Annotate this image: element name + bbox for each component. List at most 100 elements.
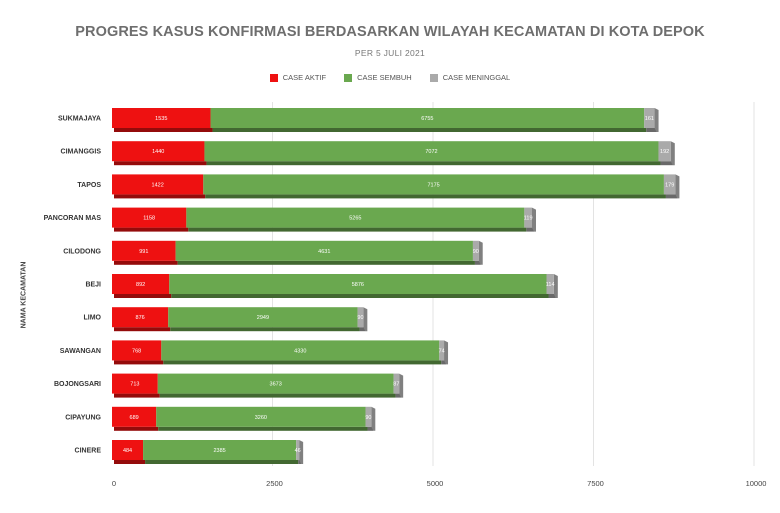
bar-beji-case-sembuh xyxy=(169,274,547,294)
x-tick-label-0: 0 xyxy=(112,479,116,488)
legend-item-case-aktif: CASE AKTIF xyxy=(269,73,327,82)
bar-limo-case-aktif-shade xyxy=(114,327,171,332)
bar-sukmajaya-case-aktif-label: 1535 xyxy=(155,116,167,122)
bar-cimanggis-case-meninggal-label: 192 xyxy=(660,149,669,155)
bar-pancoran-mas-case-meninggal-label: 119 xyxy=(524,216,533,222)
bar-limo-case-sembuh-shade xyxy=(170,327,360,332)
bar-limo-case-sembuh xyxy=(168,307,358,328)
category-label-limo: LIMO xyxy=(84,315,102,322)
category-label-pancoran-mas: PANCORAN MAS xyxy=(44,215,102,222)
bar-cipayung-case-meninggal-label: 90 xyxy=(365,415,371,421)
bar-cinere-case-meninggal xyxy=(296,440,300,460)
legend-swatch-case-aktif xyxy=(269,73,278,82)
bar-cimanggis-case-meninggal-shade xyxy=(660,161,673,166)
legend-item-case-sembuh: CASE SEMBUH xyxy=(344,73,412,82)
bar-limo-case-meninggal-side xyxy=(363,307,368,332)
bar-tapos-case-meninggal-side xyxy=(675,174,680,199)
bar-beji-case-sembuh-shade xyxy=(171,294,549,298)
legend-label-case-meninggal: CASE MENINGGAL xyxy=(442,73,511,82)
category-label-tapos: TAPOS xyxy=(77,182,101,189)
bar-cipayung-case-aktif-label: 689 xyxy=(130,415,139,421)
bar-cimanggis-case-sembuh xyxy=(204,141,659,162)
bar-beji-case-meninggal-label: 114 xyxy=(546,282,555,288)
bar-sukmajaya-case-sembuh-label: 6755 xyxy=(421,116,433,122)
bar-cimanggis-case-meninggal-side xyxy=(670,141,675,166)
bar-cilodong-case-meninggal-label: 90 xyxy=(473,249,479,255)
bar-cimanggis-case-aktif-shade xyxy=(114,161,207,166)
legend-swatch-case-sembuh xyxy=(344,73,353,82)
bar-cilodong-case-meninggal-shade xyxy=(474,260,481,265)
bar-bojongsari-case-meninggal-shade xyxy=(395,393,402,398)
bar-beji-case-sembuh-label: 5876 xyxy=(352,282,364,288)
bar-bojongsari-case-meninggal xyxy=(393,373,400,394)
chart-subtitle: PER 5 JULI 2021 xyxy=(354,48,426,58)
bar-bojongsari-case-meninggal-label: 87 xyxy=(393,382,399,388)
bar-cinere-case-aktif xyxy=(112,440,144,460)
bar-cinere-case-meninggal-shade xyxy=(298,460,302,464)
bar-cilodong-case-meninggal xyxy=(472,240,479,261)
bar-cilodong-case-aktif-shade xyxy=(114,260,178,265)
legend: CASE AKTIF CASE SEMBUH CASE MENINGGAL xyxy=(0,73,780,82)
bar-cilodong-case-meninggal-side xyxy=(478,240,483,265)
bar-cinere-case-sembuh xyxy=(143,440,297,460)
bar-sukmajaya-case-meninggal-shade xyxy=(646,128,657,132)
bar-cipayung-case-sembuh xyxy=(156,406,366,427)
legend-label-case-aktif: CASE AKTIF xyxy=(282,73,327,82)
category-label-sawangan: SAWANGAN xyxy=(60,348,101,355)
bar-cimanggis-case-aktif-label: 1440 xyxy=(152,149,164,155)
bar-sukmajaya-case-sembuh-shade xyxy=(212,128,647,132)
category-label-cinere: CINERE xyxy=(75,448,102,455)
category-label-cimanggis: CIMANGGIS xyxy=(61,149,102,156)
bar-bojongsari-case-sembuh-shade xyxy=(159,393,396,398)
x-tick-label-5000: 5000 xyxy=(427,479,444,488)
bar-cipayung-case-aktif-shade xyxy=(114,426,159,431)
bar-cipayung-case-sembuh-shade xyxy=(158,426,368,431)
bar-tapos-case-sembuh-shade xyxy=(205,194,666,199)
bar-beji-case-aktif xyxy=(112,274,170,294)
bar-limo-case-aktif-label: 876 xyxy=(136,315,145,321)
bar-sukmajaya-case-meninggal xyxy=(644,108,655,128)
bar-bojongsari-case-aktif-shade xyxy=(114,393,160,398)
bar-limo-case-meninggal xyxy=(357,307,364,328)
bar-sawangan-case-sembuh-shade xyxy=(163,360,442,365)
bar-cipayung-case-aktif xyxy=(112,406,157,427)
bar-cilodong-case-sembuh-label: 4631 xyxy=(318,249,330,255)
chart-title: PROGRES KASUS KONFIRMASI BERDASARKAN WIL… xyxy=(75,24,705,40)
bar-cimanggis-case-meninggal xyxy=(658,141,671,162)
bar-sukmajaya-case-aktif xyxy=(112,108,211,128)
bar-sawangan-case-aktif xyxy=(112,340,162,361)
bar-sawangan-case-meninggal-side xyxy=(444,340,449,365)
bar-bojongsari-case-aktif xyxy=(112,373,158,394)
bar-pancoran-mas-case-sembuh-shade xyxy=(188,227,527,232)
bar-cilodong-case-aktif-label: 991 xyxy=(139,249,148,255)
category-label-bojongsari: BOJONGSARI xyxy=(54,381,101,388)
bar-cipayung-case-meninggal xyxy=(365,406,372,427)
bar-pancoran-mas-case-sembuh-label: 5265 xyxy=(349,216,361,222)
bar-cimanggis-case-sembuh-label: 7072 xyxy=(425,149,437,155)
bar-tapos-case-meninggal-shade xyxy=(665,194,678,199)
bar-sukmajaya-case-meninggal-side xyxy=(654,108,659,132)
category-label-cipayung: CIPAYUNG xyxy=(65,414,101,421)
bar-cipayung-case-meninggal-shade xyxy=(367,426,374,431)
legend-swatch-case-meninggal xyxy=(429,73,438,82)
bar-pancoran-mas-case-meninggal-shade xyxy=(526,227,534,232)
bar-beji-case-aktif-shade xyxy=(114,294,172,298)
bar-cipayung-case-sembuh-label: 3260 xyxy=(255,415,267,421)
bar-sawangan-case-aktif-label: 768 xyxy=(132,348,141,354)
bar-tapos-case-meninggal-label: 179 xyxy=(665,182,674,188)
bar-tapos-case-sembuh-label: 7175 xyxy=(427,182,439,188)
bar-sawangan-case-meninggal xyxy=(439,340,445,361)
bar-cinere-case-sembuh-label: 2385 xyxy=(214,448,226,454)
bar-sukmajaya-case-meninggal-label: 161 xyxy=(645,116,654,122)
bar-cimanggis-case-sembuh-shade xyxy=(206,161,661,166)
x-tick-label-7500: 7500 xyxy=(587,479,604,488)
bar-cipayung-case-meninggal-side xyxy=(371,406,376,431)
bar-limo-case-meninggal-label: 90 xyxy=(357,315,363,321)
bar-beji-case-meninggal-side xyxy=(553,274,558,298)
x-tick-label-2500: 2500 xyxy=(266,479,283,488)
category-label-beji: BEJI xyxy=(85,282,101,289)
bar-beji-case-meninggal xyxy=(546,274,554,294)
bar-sawangan-case-meninggal-shade xyxy=(441,360,447,365)
category-label-cilodong: CILODONG xyxy=(63,248,101,255)
bar-pancoran-mas-case-meninggal xyxy=(524,207,532,228)
